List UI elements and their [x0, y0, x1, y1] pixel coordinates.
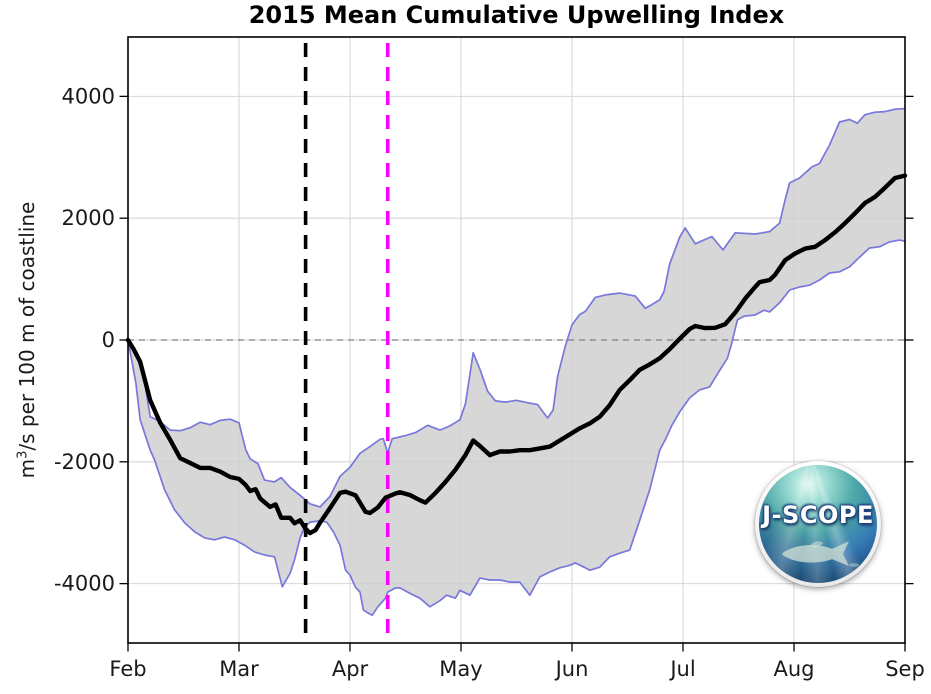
y-tick-label: 2000: [62, 206, 115, 230]
jscope-logo-background: J-SCOPE: [759, 465, 877, 583]
underwater-light-rays: [759, 465, 877, 583]
x-tick-label: Feb: [109, 657, 146, 681]
x-tick-label: Jul: [668, 657, 695, 681]
x-tick-label: Mar: [219, 657, 259, 681]
jscope-logo: J-SCOPE: [755, 461, 881, 587]
upper-envelope-line: [127, 107, 906, 508]
jscope-logo-text: J-SCOPE: [762, 501, 874, 529]
x-tick-label: Sep: [885, 657, 925, 681]
y-tick-label: 0: [102, 328, 115, 352]
uncertainty-band: [128, 108, 905, 616]
x-tick-label: Aug: [773, 657, 814, 681]
y-tick-label: 4000: [62, 84, 115, 108]
x-tick-label: Apr: [332, 657, 369, 681]
y-tick-label: -2000: [54, 450, 115, 474]
x-tick-label: Jun: [554, 657, 589, 681]
chart-title: 2015 Mean Cumulative Upwelling Index: [248, 1, 785, 29]
fish-icon: [781, 541, 860, 567]
lower-envelope-line: [127, 239, 906, 617]
mean-line: [125, 173, 908, 536]
x-tick-label: May: [439, 657, 482, 681]
y-tick-label: -4000: [54, 572, 115, 596]
